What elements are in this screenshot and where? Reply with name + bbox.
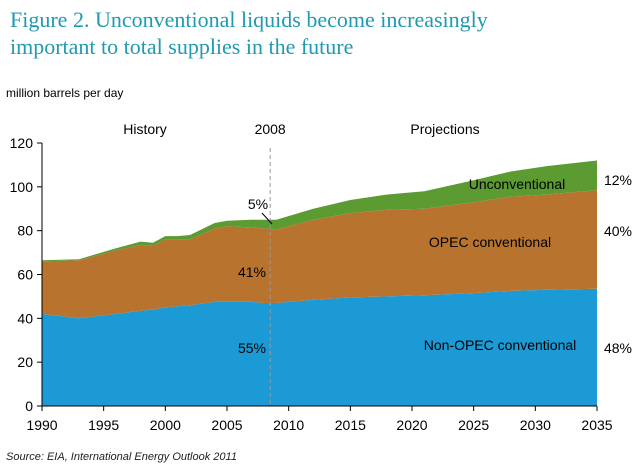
x-tick-label: 2035 bbox=[581, 417, 612, 433]
series-label-opec-conventional: OPEC conventional bbox=[429, 234, 551, 250]
axes-layer: 0 20 40 60 80 100 120 1990 1995 2000 2005 2010 2015 2… bbox=[10, 135, 613, 433]
pct-2008-opec: 41% bbox=[238, 264, 266, 280]
chart-title-line-1: Figure 2. Unconventional liquids become … bbox=[10, 7, 488, 32]
y-tick-label: 120 bbox=[10, 135, 34, 151]
y-tick-label: 0 bbox=[25, 398, 33, 414]
y-tick-label: 80 bbox=[17, 223, 33, 239]
x-tick-label: 2000 bbox=[150, 417, 181, 433]
y-axis-unit-label: million barrels per day bbox=[6, 86, 124, 100]
area-unconventional bbox=[42, 160, 597, 262]
y-tick-label: 40 bbox=[17, 310, 33, 326]
pct-2008-non-opec: 55% bbox=[238, 340, 266, 356]
series-label-unconventional: Unconventional bbox=[469, 176, 566, 192]
x-tick-label: 2005 bbox=[211, 417, 242, 433]
history-label: History bbox=[123, 121, 167, 137]
x-tick-label: 2015 bbox=[335, 417, 366, 433]
y-tick-label: 100 bbox=[10, 179, 34, 195]
x-tick-label: 2025 bbox=[458, 417, 489, 433]
x-tick-label: 2030 bbox=[520, 417, 551, 433]
y-tick-label: 60 bbox=[17, 267, 33, 283]
label-layer: 2008 History Projections Non-OPEC conventio… bbox=[123, 121, 632, 406]
pct-2035-unconventional: 12% bbox=[604, 172, 632, 188]
source-note: Source: EIA, International Energy Outloo… bbox=[6, 451, 237, 463]
x-tick-label: 2020 bbox=[396, 417, 427, 433]
x-tick-label: 2010 bbox=[273, 417, 304, 433]
divider-year-label: 2008 bbox=[255, 121, 286, 137]
pct-2008-unconventional: 5% bbox=[248, 196, 268, 212]
area-non-opec-conventional bbox=[42, 288, 597, 406]
pct-2008-unconventional-leader bbox=[261, 212, 273, 225]
pct-2035-opec: 40% bbox=[604, 223, 632, 239]
projections-label: Projections bbox=[410, 121, 479, 137]
x-tick-label: 1990 bbox=[26, 417, 57, 433]
y-tick-label: 20 bbox=[17, 354, 33, 370]
chart-title-line-2: important to total supplies in the futur… bbox=[10, 34, 354, 59]
area-opec-conventional bbox=[42, 190, 597, 319]
chart-title: Figure 2. Unconventional liquids become … bbox=[10, 6, 610, 60]
area-layer bbox=[42, 160, 597, 406]
pct-2035-non-opec: 48% bbox=[604, 340, 632, 356]
series-label-non-opec-conventional: Non-OPEC conventional bbox=[424, 337, 577, 353]
x-tick-label: 1995 bbox=[88, 417, 119, 433]
